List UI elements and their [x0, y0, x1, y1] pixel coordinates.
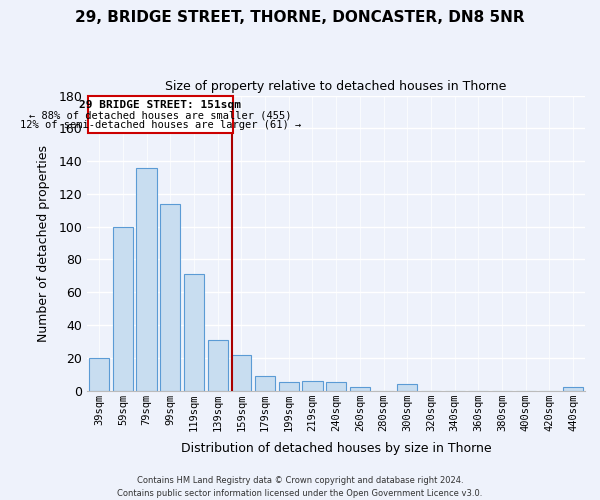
Bar — [326, 382, 346, 390]
Bar — [231, 354, 251, 390]
Text: 12% of semi-detached houses are larger (61) →: 12% of semi-detached houses are larger (… — [20, 120, 301, 130]
Text: ← 88% of detached houses are smaller (455): ← 88% of detached houses are smaller (45… — [29, 110, 292, 120]
Title: Size of property relative to detached houses in Thorne: Size of property relative to detached ho… — [166, 80, 507, 93]
Text: Contains HM Land Registry data © Crown copyright and database right 2024.
Contai: Contains HM Land Registry data © Crown c… — [118, 476, 482, 498]
Text: 29, BRIDGE STREET, THORNE, DONCASTER, DN8 5NR: 29, BRIDGE STREET, THORNE, DONCASTER, DN… — [75, 10, 525, 25]
Bar — [208, 340, 228, 390]
Bar — [89, 358, 109, 390]
Y-axis label: Number of detached properties: Number of detached properties — [37, 144, 50, 342]
Bar — [302, 381, 323, 390]
X-axis label: Distribution of detached houses by size in Thorne: Distribution of detached houses by size … — [181, 442, 491, 455]
Bar — [563, 388, 583, 390]
Bar — [255, 376, 275, 390]
Bar — [160, 204, 181, 390]
Bar — [113, 226, 133, 390]
Bar — [397, 384, 418, 390]
Bar — [88, 96, 233, 134]
Text: 29 BRIDGE STREET: 151sqm: 29 BRIDGE STREET: 151sqm — [79, 100, 241, 110]
Bar — [350, 388, 370, 390]
Bar — [184, 274, 204, 390]
Bar — [136, 168, 157, 390]
Bar — [278, 382, 299, 390]
